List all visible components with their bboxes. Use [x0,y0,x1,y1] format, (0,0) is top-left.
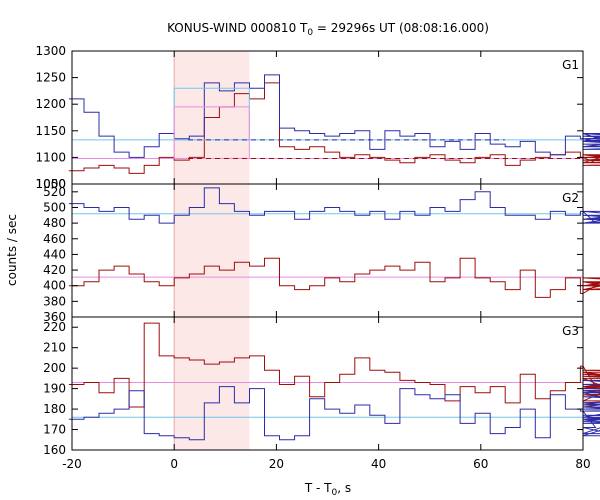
ytick-label: 500 [43,200,66,214]
highlight-band [174,51,250,450]
ytick-label: 480 [43,216,66,230]
ytick-label: 360 [43,310,66,324]
xtick-label: -20 [62,457,82,471]
model-box-red [173,106,250,159]
y-axis-label: counts / sec [5,214,19,286]
ytick-label: 400 [43,279,66,293]
ytick-label: 200 [43,361,66,375]
ytick-label: 520 [43,185,66,199]
xtick-label: 40 [371,457,386,471]
ytick-label: 170 [43,423,66,437]
ytick-label: 1250 [35,71,66,85]
panel-frame-G1 [71,50,584,185]
ytick-label: 1000 [35,177,66,191]
panel-label-G1: G1 [562,58,579,72]
xtick-label: 0 [170,457,178,471]
xtick-label: 60 [473,457,488,471]
series-blue-G1 [68,74,600,158]
ytick-label: 1050 [35,177,66,191]
ytick-label: 210 [43,341,66,355]
series-red-G2 [68,257,600,298]
x-axis-label: T - T0, s [304,481,351,498]
series-red-G3 [68,322,600,408]
panel-frame-G3 [71,316,584,451]
chart-title: KONUS-WIND 000810 T0 = 29296s UT (08:08:… [167,21,489,38]
ytick-label: 460 [43,232,66,246]
panel-label-G3: G3 [562,324,579,338]
ytick-label: 180 [43,402,66,416]
ytick-label: 1150 [35,124,66,138]
ytick-label: 160 [43,443,66,457]
panel-label-G2: G2 [562,191,579,205]
ytick-label: 1100 [35,150,66,164]
ytick-label: 440 [43,247,66,261]
ytick-label: 380 [43,294,66,308]
series-blue-G3 [68,379,600,441]
ytick-label: 190 [43,382,66,396]
series-blue-G2 [68,187,600,224]
ytick-label: 420 [43,263,66,277]
ytick-label: 1200 [35,97,66,111]
series-red-G1 [68,82,600,174]
ytick-label: 1300 [35,44,66,58]
ytick-label: 220 [43,320,66,334]
xtick-label: 20 [269,457,284,471]
xtick-label: 80 [575,457,590,471]
plot-area: 1050110011501200125013001000G13603804004… [35,44,600,471]
panel-frame-G2 [71,183,584,318]
